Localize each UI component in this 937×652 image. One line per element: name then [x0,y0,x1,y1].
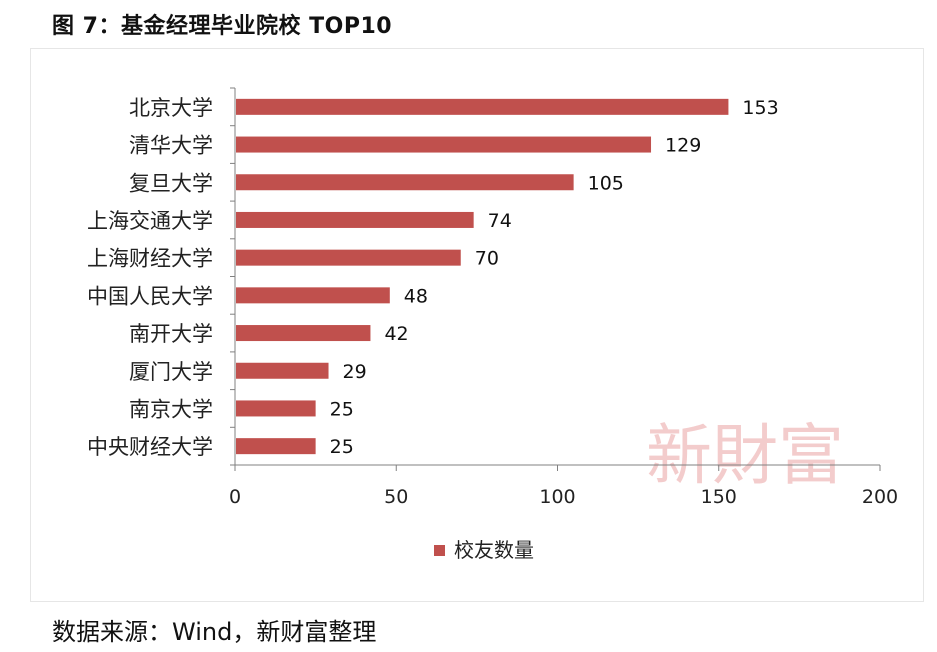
data-label: 48 [404,285,428,307]
category-label: 厦门大学 [129,360,213,384]
data-label: 25 [330,398,354,420]
data-label: 29 [343,361,367,383]
data-label: 74 [488,210,512,232]
category-label: 上海交通大学 [87,209,213,233]
legend-swatch [434,545,445,556]
data-label: 153 [742,97,778,119]
bar [236,287,390,304]
x-tick-label: 200 [862,486,898,508]
bar [236,98,729,115]
data-label: 42 [384,323,408,345]
bar [236,362,329,379]
category-label: 南京大学 [129,397,213,421]
data-label: 70 [475,248,499,270]
chart-title: 图 7：基金经理毕业院校 TOP10 [52,14,393,39]
bar [236,325,371,342]
bar [236,249,461,266]
watermark-text: 新財富 [646,417,844,494]
x-tick-label: 150 [701,486,737,508]
category-label: 南开大学 [129,322,213,346]
category-label: 复旦大学 [129,171,213,195]
bar [236,136,652,153]
source-note: 数据来源：Wind，新财富整理 [52,618,377,646]
category-label: 中国人民大学 [87,284,213,308]
x-tick-label: 100 [539,486,575,508]
bar [236,211,474,228]
bar [236,174,574,191]
category-label: 北京大学 [129,96,213,120]
data-label: 105 [588,172,624,194]
category-label: 清华大学 [129,134,213,158]
x-tick-label: 0 [229,486,241,508]
data-label: 129 [665,135,701,157]
category-label: 中央财经大学 [87,435,213,459]
data-label: 25 [330,436,354,458]
bar [236,400,316,417]
bar [236,438,316,455]
category-label: 上海财经大学 [87,247,213,271]
x-tick-label: 50 [384,486,408,508]
legend-label: 校友数量 [454,538,534,562]
